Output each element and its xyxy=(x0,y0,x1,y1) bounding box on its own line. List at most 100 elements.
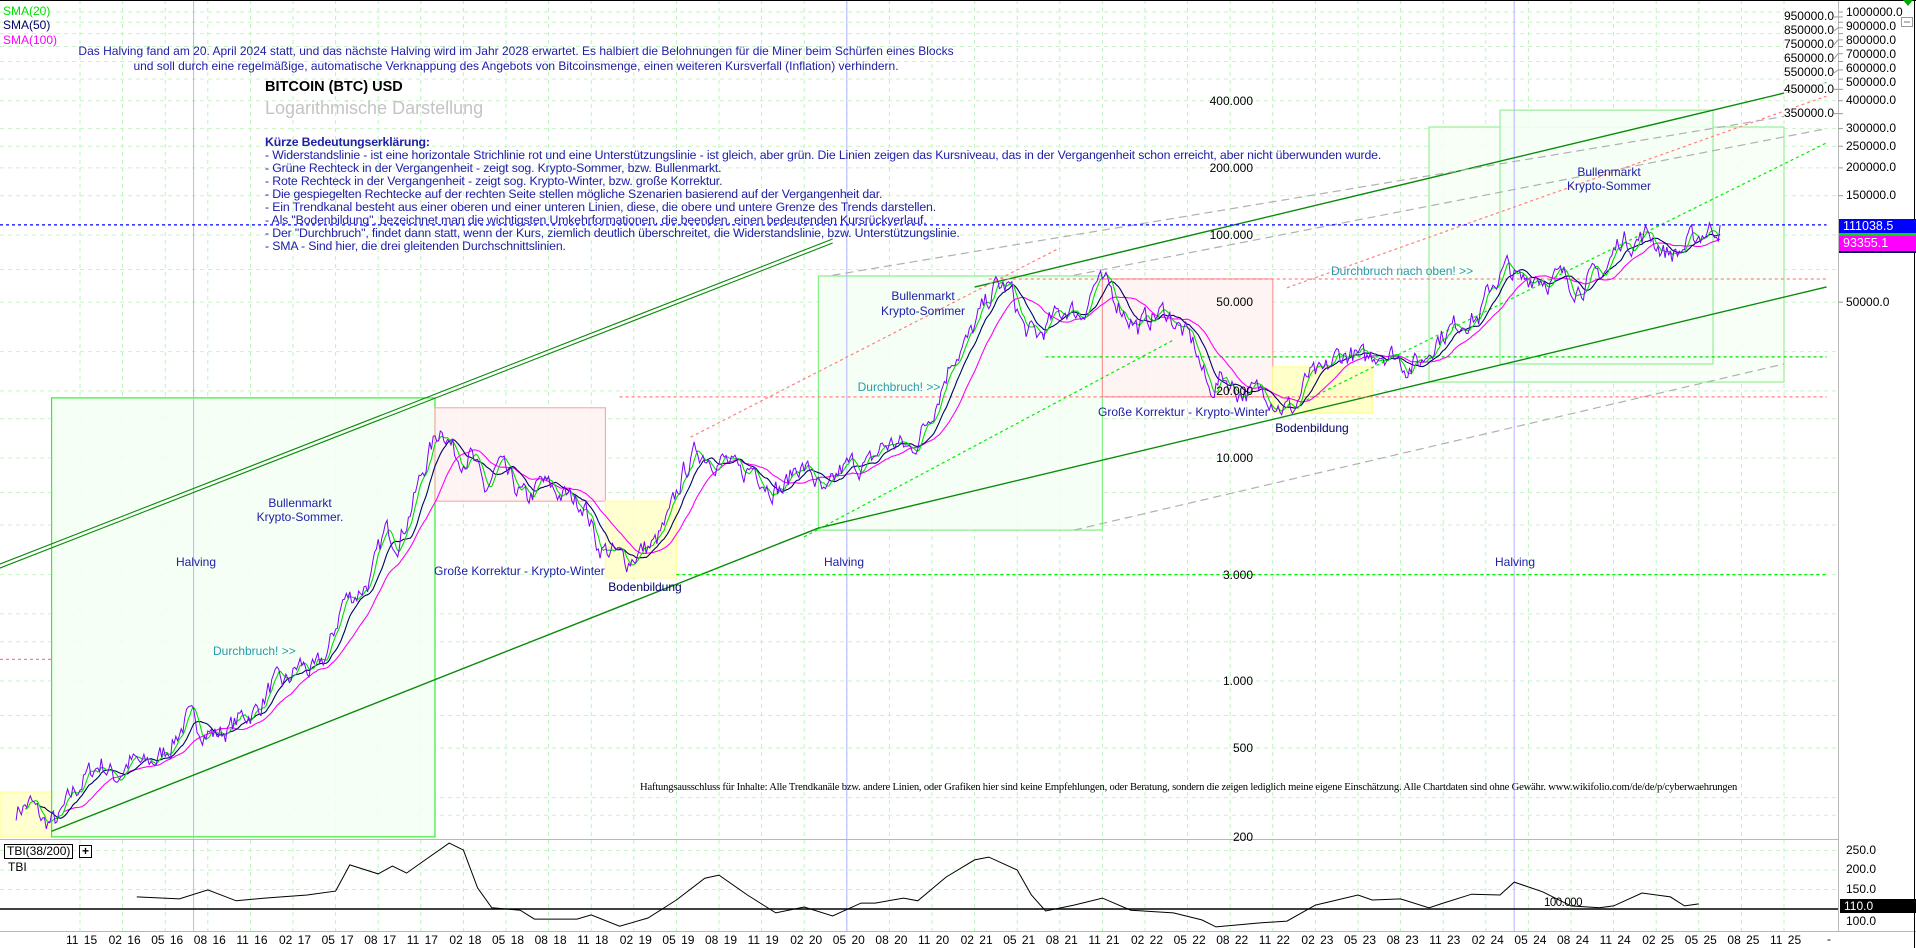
x-axis-tick-label: 11 16 xyxy=(236,933,268,947)
explanation-line: - Der "Durchbruch", findet dann statt, w… xyxy=(265,226,960,240)
y-axis-tick-label: 550000.0 xyxy=(1783,65,1834,80)
halving-note-line2: und soll durch eine regelmäßige, automat… xyxy=(133,59,899,73)
x-axis-end-label: - xyxy=(1827,932,1831,946)
x-axis-tick-label: 05 17 xyxy=(321,933,354,947)
legend-sma50: SMA(50) xyxy=(3,18,51,32)
x-axis-tick-label: 08 18 xyxy=(534,933,567,947)
x-axis-tick-label: 05 22 xyxy=(1173,933,1206,947)
trend-lines xyxy=(0,82,1827,832)
x-axis-tick-label: 11 24 xyxy=(1599,933,1631,947)
bull-market-label: Bullenmarkt xyxy=(1577,165,1641,179)
y-axis-tick-label: 1000000.0 xyxy=(1846,4,1903,19)
x-axis-tick-label: 02 16 xyxy=(108,933,141,947)
explanation-heading: Kürze Bedeutungserklärung: xyxy=(265,135,430,149)
tbi-axis-tick-label: 250.0 xyxy=(1846,842,1877,857)
disclaimer: Haftungsausschluss für Inhalte: Alle Tre… xyxy=(640,782,1738,793)
y-axis-tick-leader xyxy=(1833,53,1839,60)
x-axis-tick-label: 02 25 xyxy=(1642,933,1675,947)
halving-note-line1: Das Halving fand am 20. April 2024 statt… xyxy=(78,44,954,58)
plus-icon[interactable]: + xyxy=(79,845,92,858)
x-axis-tick-label: 02 19 xyxy=(619,933,652,947)
x-axis-tick-label: 11 22 xyxy=(1258,933,1290,947)
szenario-rectangle xyxy=(1499,109,1714,365)
trend-line xyxy=(51,527,819,832)
y-axis-tick-label: 750000.0 xyxy=(1783,37,1834,52)
y-axis-tick-label: 200000.0 xyxy=(1846,160,1897,175)
y-axis-tick-label: 500000.0 xyxy=(1846,74,1897,89)
bullenmarkt-rectangle xyxy=(50,397,436,838)
bull-market-label: Krypto-Sommer. xyxy=(256,510,344,524)
legend-sma100: SMA(100) xyxy=(3,33,58,47)
x-axis-tick-label: 08 24 xyxy=(1557,933,1590,947)
trend-line xyxy=(803,339,1174,538)
explanation-line: - Grüne Rechteck in der Vergangenheit - … xyxy=(265,161,722,175)
breakout-up-label: Durchbruch nach oben! >> xyxy=(1331,264,1474,278)
x-axis-tick-label: 08 25 xyxy=(1727,933,1760,947)
explanation-line: - Widerstandslinie - ist eine horizontal… xyxy=(265,148,1382,162)
x-axis-tick-label: 11 20 xyxy=(918,933,950,947)
halving-label: Halving xyxy=(175,555,217,569)
price-level-label: 50.000 xyxy=(1216,295,1253,310)
y-axis-tick-label: 800000.0 xyxy=(1846,32,1897,47)
x-axis-tick-label: 02 24 xyxy=(1471,933,1504,947)
tbi-axis-tick-label: 200.0 xyxy=(1846,862,1877,876)
x-axis-tick-label: 05 21 xyxy=(1003,933,1036,947)
explanation-line: - Rote Rechteck in der Vergangenheit - z… xyxy=(265,174,723,188)
tbi-indicator xyxy=(0,842,1838,928)
explanation-line: - Als "Bodenbildung", bezeichnet man die… xyxy=(265,213,927,227)
x-axis-tick-label: 02 18 xyxy=(449,933,482,947)
y-axis-tick-leader xyxy=(1833,27,1839,32)
halving-label: Halving xyxy=(823,555,865,569)
trend-line xyxy=(1073,363,1785,531)
x-axis-tick-label: 08 17 xyxy=(364,933,397,947)
sma-price-box: 93355.1 xyxy=(1839,236,1916,251)
x-axis-tick-label: 11 19 xyxy=(747,933,779,947)
x-axis-tick-label: 02 21 xyxy=(960,933,993,947)
bull-market-label: Bullenmarkt xyxy=(891,289,955,303)
price-level-label: 400.000 xyxy=(1209,93,1253,108)
y-axis-tick-label: 450000.0 xyxy=(1783,81,1834,96)
tbi-label: TBI xyxy=(8,860,27,874)
marker-triangle-icon xyxy=(1903,0,1913,6)
breakout-label: Durchbruch! >> xyxy=(857,380,941,394)
bottom-formation-label: Bodenbildung xyxy=(608,580,682,594)
x-axis-tick-label: 05 24 xyxy=(1514,933,1547,947)
x-axis-tick-label: 08 21 xyxy=(1045,933,1078,947)
bottom-formation-label: Bodenbildung xyxy=(1275,421,1349,435)
sma20-marker xyxy=(1839,233,1916,236)
x-axis-tick-label: 08 16 xyxy=(193,933,226,947)
y-axis-tick-label: 150000.0 xyxy=(1846,188,1897,203)
chart-subtitle: Logarithmische Darstellung xyxy=(265,98,484,118)
x-axis-tick-label: 11 17 xyxy=(406,933,438,947)
breakout-label: Durchbruch! >> xyxy=(213,644,296,658)
trend-line xyxy=(1073,128,1827,276)
sma100-line xyxy=(63,238,1721,812)
trend-line-double xyxy=(0,238,833,565)
y-axis-tick-label: 900000.0 xyxy=(1846,18,1897,33)
price-level-label: 200.000 xyxy=(1209,160,1253,175)
x-axis-tick-label: 02 20 xyxy=(790,933,823,947)
tbi-current-box: 110.0 xyxy=(1840,899,1916,913)
y-axis-tick-label: 850000.0 xyxy=(1783,23,1834,38)
last-price-box: 111038.5 xyxy=(1839,219,1916,233)
tbi-baseline-label: 100.000 xyxy=(1544,897,1583,909)
x-axis-tick-label: 08 19 xyxy=(705,933,738,947)
x-axis-tick-label: 02 23 xyxy=(1301,933,1334,947)
price-level-label: 1.000 xyxy=(1222,674,1253,688)
halving-label: Halving xyxy=(1494,555,1536,569)
y-axis-tick-label: 400000.0 xyxy=(1846,93,1897,108)
x-axis-tick-label: 11 21 xyxy=(1088,933,1120,947)
price-level-label: 20.000 xyxy=(1216,383,1253,398)
sma50-marker xyxy=(1839,251,1916,253)
price-level-label: 200 xyxy=(1232,829,1253,844)
x-axis-tick-label: 11 18 xyxy=(577,933,609,947)
korrektur-rectangle xyxy=(434,407,606,502)
x-axis-tick-label: 11 23 xyxy=(1429,933,1461,947)
x-axis-tick-label: 08 22 xyxy=(1216,933,1249,947)
tbi-title-box[interactable]: TBI(38/200) xyxy=(4,844,74,859)
tbi-line xyxy=(136,842,1699,928)
y-axis-tick-leader xyxy=(1833,69,1839,74)
x-axis-tick-label: 05 18 xyxy=(492,933,525,947)
y-axis-tick-label: 250000.0 xyxy=(1846,138,1897,153)
